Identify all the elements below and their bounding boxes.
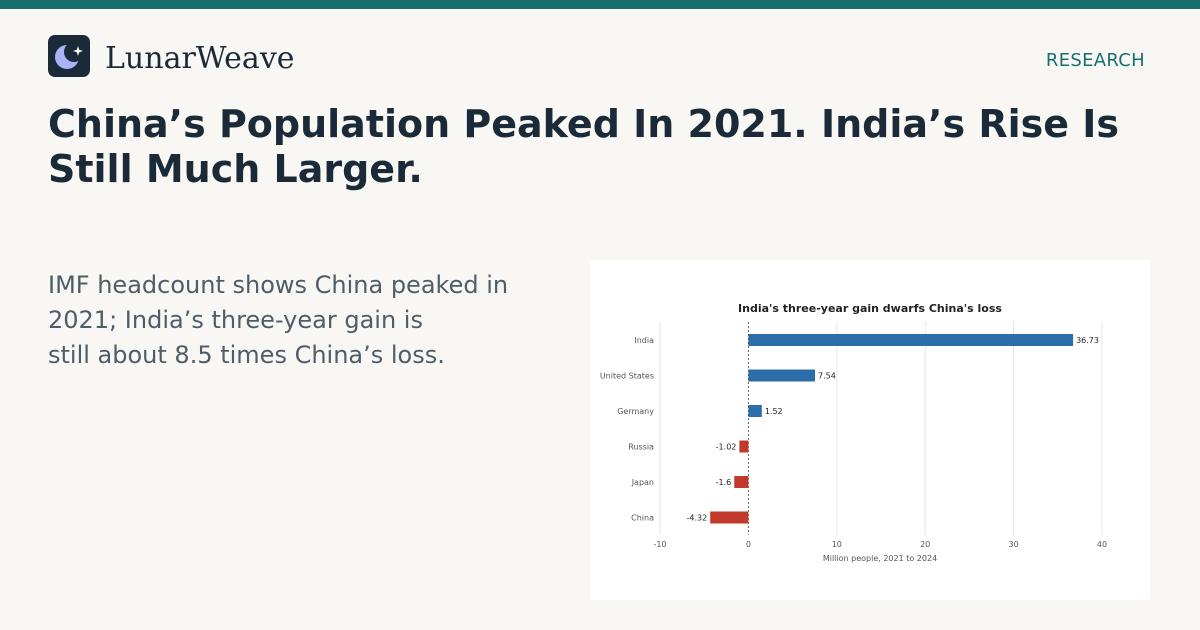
dek-line: still about 8.5 times China’s loss.: [48, 341, 445, 369]
top-accent-bar: [0, 0, 1200, 9]
x-tick-label: 40: [1097, 540, 1107, 549]
bar-germany: [748, 405, 762, 417]
bar-china: [710, 511, 749, 524]
category-label: United States: [600, 372, 654, 381]
dek: IMF headcount shows China peaked in 2021…: [48, 268, 558, 373]
x-tick-label: 0: [746, 540, 751, 549]
x-tick-label: 10: [832, 540, 842, 549]
brand-name: LunarWeave: [105, 41, 295, 76]
bar-united-states: [748, 369, 816, 382]
category-label: India: [634, 336, 654, 345]
x-tick-label: -10: [653, 540, 666, 549]
category-label: Germany: [617, 407, 654, 416]
x-tick-label: 30: [1009, 540, 1019, 549]
section-label[interactable]: RESEARCH: [1045, 50, 1145, 71]
category-label: Japan: [631, 478, 654, 487]
x-tick-label: 20: [920, 540, 930, 549]
chart-title: India's three-year gain dwarfs China's l…: [738, 302, 1002, 315]
chart-plot-background: [590, 290, 1150, 570]
dek-line: IMF headcount shows China peaked in: [48, 271, 509, 299]
data-label: 36.73: [1076, 336, 1099, 345]
data-label: -1.02: [716, 443, 737, 452]
data-label: 1.52: [765, 407, 783, 416]
dek-line: 2021; India’s three-year gain is: [48, 306, 423, 334]
chart-card: India's three-year gain dwarfs China's l…: [590, 260, 1150, 600]
bar-chart: India's three-year gain dwarfs China's l…: [590, 290, 1150, 570]
data-label: -1.6: [716, 478, 732, 487]
category-label: Russia: [628, 443, 654, 452]
bar-india: [748, 334, 1074, 346]
headline: China’s Population Peaked In 2021. India…: [48, 102, 1119, 191]
bar-japan: [734, 476, 749, 488]
bar-russia: [739, 440, 749, 453]
data-label: 7.54: [818, 372, 836, 381]
data-label: -4.32: [687, 514, 708, 523]
category-label: China: [631, 514, 654, 523]
x-axis-title: Million people, 2021 to 2024: [823, 554, 937, 563]
moon-star-icon: [48, 35, 90, 77]
